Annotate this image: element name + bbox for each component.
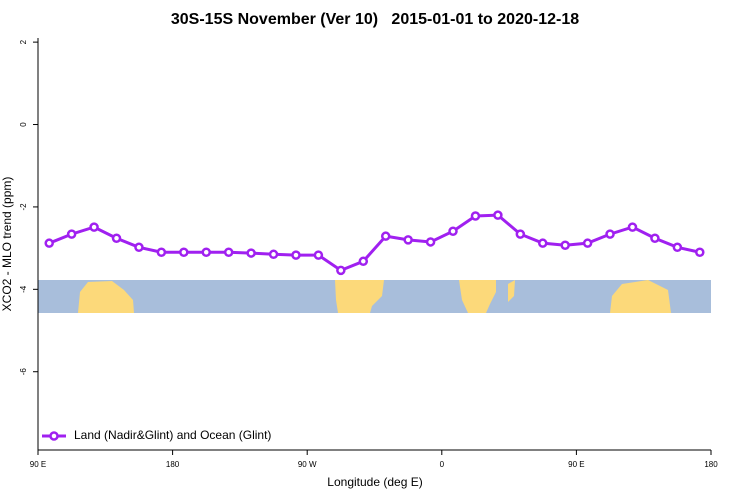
data-point (515, 229, 526, 239)
data-point (246, 248, 256, 258)
data-point (201, 247, 211, 257)
x-tick-label: 90 E (568, 460, 584, 469)
data-point (650, 233, 660, 243)
data-point (336, 265, 346, 276)
x-tick-label: 90 W (298, 460, 317, 469)
x-tick-label: 90 E (30, 460, 46, 469)
data-point (425, 237, 436, 247)
data-point (582, 238, 593, 248)
map-stripe (38, 280, 711, 313)
data-point (695, 247, 705, 257)
data-point (89, 222, 99, 232)
data-point (605, 229, 615, 239)
data-point (291, 250, 301, 260)
data-point (313, 250, 324, 260)
data-point (627, 222, 638, 232)
data-point (223, 247, 234, 257)
data-point (493, 210, 503, 220)
x-tick-label: 0 (440, 460, 445, 469)
data-point (538, 238, 548, 248)
x-axis-label: Longitude (deg E) (327, 475, 422, 489)
chart-title: 30S-15S November (Ver 10) 2015-01-01 to … (171, 11, 579, 28)
data-point (672, 242, 683, 253)
legend-marker (49, 431, 59, 441)
data-point (156, 247, 167, 257)
y-tick-label: -6 (19, 368, 28, 376)
data-point (560, 240, 570, 250)
y-axis-label: XCO2 - MLO trend (ppm) (0, 177, 14, 312)
data-point (358, 256, 369, 267)
y-tick-label: -4 (19, 285, 28, 293)
x-tick-label: 180 (704, 460, 718, 469)
data-point (380, 231, 391, 241)
data-point (66, 229, 77, 239)
data-point (403, 235, 413, 245)
data-point (134, 242, 144, 253)
data-point (111, 233, 122, 243)
data-point (268, 249, 279, 260)
data-point (470, 211, 481, 221)
legend-label: Land (Nadir&Glint) and Ocean (Glint) (74, 428, 271, 442)
x-tick-label: 180 (166, 460, 180, 469)
data-point (44, 238, 54, 248)
series-line (48, 213, 701, 273)
data-point (179, 247, 189, 257)
data-point (448, 226, 458, 236)
y-tick-label: 2 (19, 39, 28, 44)
y-tick-label: -2 (19, 203, 28, 211)
y-tick-label: 0 (19, 122, 28, 127)
